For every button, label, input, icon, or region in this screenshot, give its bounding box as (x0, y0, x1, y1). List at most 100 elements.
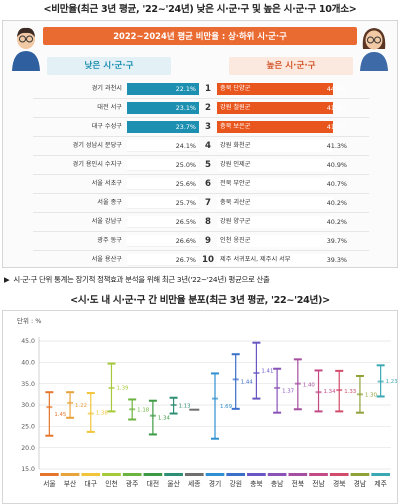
category-color-strip (40, 473, 59, 476)
high-region-name: 전북 부안군 (220, 180, 251, 187)
range-mid-mark (129, 408, 136, 411)
range-ratio-label: 1.23 (386, 379, 397, 385)
y-tick-label: 40.0 (21, 360, 35, 367)
range-ratio-label: 1.40 (303, 382, 316, 388)
y-tick-label: 30.0 (21, 402, 35, 409)
low-value-bar: 26.5% (127, 216, 199, 228)
high-region-name: 강원 화천군 (220, 142, 251, 149)
rank-number: 6 (205, 179, 211, 189)
range-max-mark (211, 372, 219, 375)
high-value-bar: 강원 철원군 41.9% (217, 102, 347, 114)
ranking-row: 경기 용인시 수지구 25.0% 5 강원 인제군 40.9% (3, 155, 397, 175)
range-min-mark (252, 397, 261, 400)
ranking-panel: 2022~2024년 평균 비만율 : 상·하위 시·군·구 낮은 시·군·구 … (2, 20, 398, 268)
rank-number: 3 (205, 122, 211, 132)
high-value-bar: 제주 서귀포시, 제주시 서부 39.3% (217, 254, 347, 266)
high-value: 39.3% (326, 256, 347, 264)
range-max-mark (45, 391, 54, 394)
range-max-mark (66, 391, 75, 394)
ranking-row: 서울 종구 25.7% 7 충북 괴산군 40.2% (3, 193, 397, 213)
range-mid-mark (46, 406, 53, 409)
ranking-row: 대전 서구 23.1% 2 강원 철원군 41.9% (3, 98, 397, 118)
range-ratio-label: 1.34 (324, 389, 337, 395)
ranking-banner: 2022~2024년 평균 비만율 : 상·하위 시·군·구 (43, 27, 357, 45)
category-color-strip (309, 473, 328, 476)
range-min-mark (148, 433, 157, 436)
low-value-bar: 23.7% (127, 121, 199, 133)
low-region-name: 경기 과천시 (91, 85, 122, 92)
category-color-strip (371, 473, 390, 476)
range-ratio-label: 1.45 (54, 412, 66, 418)
category-color-strip (288, 473, 308, 476)
low-value: 23.1% (175, 104, 196, 112)
low-region-name: 대전 서구 (97, 104, 122, 111)
range-max-mark (169, 396, 178, 399)
range-mid-mark (294, 382, 301, 385)
range-ratio-label: 1.30 (365, 392, 378, 398)
y-tick-label: 25.0 (21, 424, 35, 431)
low-value-bar: 22.1% (127, 83, 199, 95)
high-value: 41.4% (326, 123, 347, 131)
y-tick-label: 20.0 (21, 445, 35, 452)
range-ratio-label: 1.13 (179, 404, 191, 410)
woman-figure-icon (360, 28, 388, 71)
high-value: 41.9% (326, 104, 347, 112)
rank-number: 2 (205, 103, 211, 113)
x-category-label: 제주 (374, 480, 387, 488)
x-category-label: 충남 (271, 479, 284, 488)
range-min-mark (169, 412, 178, 415)
rank-number: 7 (205, 198, 211, 208)
low-value: 22.1% (175, 85, 196, 93)
category-color-strip (247, 473, 266, 476)
x-category-label: 광주 (126, 480, 139, 488)
range-ratio-label: 1.22 (75, 403, 87, 409)
category-color-strip (164, 473, 183, 476)
range-max-mark (335, 369, 344, 372)
high-region-name: 제주 서귀포시, 제주시 서부 (220, 256, 291, 263)
low-value-bar: 25.7% (127, 197, 199, 209)
high-value-bar: 강원 인제군 40.9% (217, 159, 347, 171)
low-value: 25.0% (175, 161, 196, 169)
category-color-strip (60, 473, 80, 476)
low-value-bar: 23.1% (127, 102, 199, 114)
range-max-mark (252, 341, 261, 344)
x-category-label: 전북 (292, 479, 305, 488)
high-value-bar: 강원 양구군 40.2% (217, 216, 347, 228)
distribution-chart: 단위 : % 45.0 40.0 35.0 30.0 25.0 20.0 15.0 1.45 서울… (17, 316, 397, 488)
ranking-row: 서울 용산구 26.7% 10 제주 서귀포시, 제주시 서부 39.3% (3, 250, 397, 267)
high-region-name: 충북 보은군 (220, 123, 251, 130)
range-min-mark (314, 410, 323, 413)
range-min-mark (211, 437, 219, 440)
high-value: 39.7% (326, 237, 347, 245)
ranking-row: 서울 강남구 26.5% 8 강원 양구군 40.2% (3, 212, 397, 232)
low-region-name: 경기 용인시 수지구 (72, 161, 122, 168)
category-color-strip (143, 473, 163, 476)
ranking-row: 경기 과천시 22.1% 1 충북 단양군 44.6% (3, 79, 397, 99)
high-header: 높은 시·군·구 (229, 57, 353, 75)
high-value-bar: 강원 화천군 41.3% (217, 140, 347, 152)
x-category-label: 경남 (354, 479, 367, 488)
range-min-mark (273, 411, 282, 414)
x-category-label: 강원 (229, 479, 242, 488)
range-max-mark (231, 353, 240, 356)
low-region-name: 서울 종구 (97, 199, 122, 206)
high-region-name: 충북 괴산군 (220, 199, 251, 206)
range-mid-mark (212, 397, 218, 400)
low-value-bar: 25.0% (127, 159, 199, 171)
range-mid-mark (108, 386, 115, 389)
y-tick-label: 35.0 (21, 381, 35, 388)
range-min-mark (66, 416, 75, 419)
range-min-mark (128, 418, 137, 421)
range-mid-mark (336, 389, 343, 392)
category-color-strip (122, 473, 142, 476)
high-value-bar: 인천 옹진군 39.7% (217, 235, 347, 247)
high-value: 41.3% (326, 142, 347, 150)
range-min-mark (45, 434, 54, 437)
range-max-mark (128, 398, 137, 401)
x-category-label: 서울 (43, 479, 56, 488)
range-ratio-label: 1.38 (96, 410, 109, 416)
low-value: 26.7% (175, 256, 196, 264)
low-region-name: 경기 성남시 분당구 (72, 142, 122, 149)
range-min-mark (231, 407, 240, 410)
range-mid-mark (149, 414, 156, 417)
